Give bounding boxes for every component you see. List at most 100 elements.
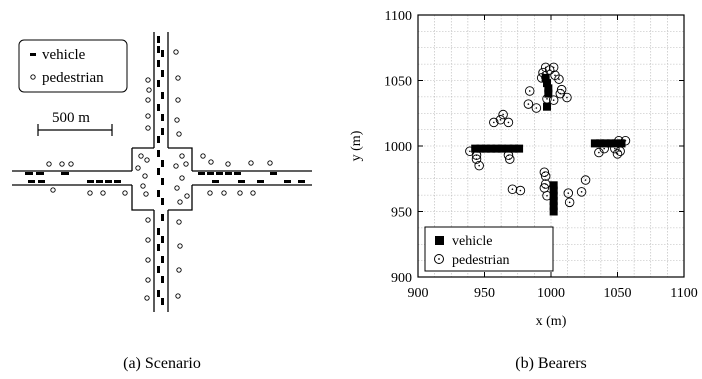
x-tick-label: 1100 bbox=[670, 286, 697, 301]
scenario-pedestrian bbox=[68, 161, 74, 167]
scenario-pedestrian bbox=[173, 49, 179, 55]
scenario-pedestrian bbox=[143, 191, 149, 197]
vehicle-point bbox=[549, 207, 558, 216]
scenario-vehicle bbox=[207, 172, 214, 175]
scenario-vehicle bbox=[270, 172, 277, 175]
scenario-vehicle bbox=[161, 114, 164, 121]
scenario-pedestrian bbox=[122, 190, 128, 196]
scenario-pedestrian bbox=[176, 131, 182, 137]
scenario-vehicle bbox=[161, 160, 164, 167]
scenario-vehicle bbox=[212, 180, 219, 183]
scenario-pedestrian bbox=[207, 190, 213, 196]
scenario-pedestrian bbox=[87, 190, 93, 196]
chart-legend: vehicle pedestrian bbox=[424, 226, 554, 272]
scenario-vehicle bbox=[161, 178, 164, 185]
scenario-pedestrian bbox=[248, 160, 254, 166]
legend-pedestrian-label: pedestrian bbox=[42, 70, 104, 86]
y-tick-label: 1050 bbox=[384, 75, 412, 90]
scenario-pedestrian bbox=[177, 243, 183, 249]
vehicle-point bbox=[487, 144, 496, 153]
scenario-vehicle bbox=[216, 172, 223, 175]
scenario-pedestrian bbox=[179, 175, 185, 181]
vehicle-point bbox=[549, 191, 558, 200]
pedestrian-point bbox=[515, 185, 526, 196]
scenario-vehicle bbox=[157, 244, 160, 251]
pedestrian-point bbox=[548, 95, 559, 105]
vehicle-point bbox=[476, 144, 485, 153]
vehicle-point bbox=[544, 89, 553, 98]
scenario-pedestrian bbox=[59, 161, 65, 167]
scenario-pedestrian bbox=[145, 277, 151, 283]
scenario-vehicle bbox=[238, 180, 245, 183]
pedestrian-point bbox=[615, 146, 625, 156]
y-tick-label: 950 bbox=[391, 206, 412, 221]
pedestrian-point bbox=[562, 92, 572, 103]
chart-legend-vehicle-marker bbox=[435, 236, 444, 245]
scenario-pedestrian bbox=[177, 199, 183, 205]
vehicle-point bbox=[492, 144, 501, 153]
scenario-vehicle bbox=[161, 128, 164, 135]
x-tick-label: 1050 bbox=[604, 286, 632, 301]
scenario-pedestrian bbox=[50, 187, 56, 193]
pedestrian-point bbox=[610, 143, 620, 154]
pedestrian-point bbox=[531, 103, 542, 113]
chart-legend-vehicle-label: vehicle bbox=[452, 234, 492, 249]
scenario-vehicle bbox=[225, 172, 232, 175]
caption-scenario: (a) Scenario bbox=[123, 355, 201, 372]
scenario-vehicle bbox=[157, 60, 160, 67]
y-tick-label: 1000 bbox=[384, 140, 412, 155]
pedestrian-point bbox=[563, 188, 574, 198]
scenario-vehicle bbox=[161, 298, 164, 305]
vehicle-point bbox=[617, 139, 626, 148]
chart-legend-pedestrian-marker bbox=[434, 254, 444, 264]
scenario-vehicle bbox=[157, 104, 160, 111]
pedestrian-point bbox=[503, 117, 514, 128]
scenario-vehicles bbox=[25, 36, 305, 305]
chart-ticks: 900 950 1000 1050 1100 900 950 1000 1050 1100 bbox=[384, 9, 698, 301]
scenario-pedestrian bbox=[100, 190, 106, 196]
pedestrian-point bbox=[620, 136, 631, 146]
x-tick-label: 950 bbox=[474, 286, 495, 301]
scenario-vehicle bbox=[96, 180, 103, 183]
vehicle-point bbox=[549, 181, 558, 190]
pedestrian-point bbox=[599, 143, 609, 154]
pedestrian-point bbox=[548, 62, 559, 73]
pedestrian-point bbox=[580, 175, 591, 185]
scenario-pedestrian bbox=[142, 173, 148, 179]
scenario-vehicle bbox=[298, 180, 305, 183]
scenario-vehicle bbox=[157, 168, 160, 175]
vehicle-point bbox=[549, 202, 558, 211]
scenario-panel: vehicle pedestrian 500 m (a) Scenario bbox=[12, 32, 312, 372]
pedestrian-point bbox=[542, 94, 552, 104]
scenario-vehicle bbox=[114, 180, 121, 183]
pedestrian-point bbox=[507, 184, 518, 194]
y-tick-label: 900 bbox=[391, 271, 412, 286]
scale-label: 500 m bbox=[52, 110, 90, 126]
vehicle-point bbox=[543, 102, 552, 111]
y-axis-label: y (m) bbox=[349, 130, 364, 161]
vehicle-point bbox=[606, 139, 615, 148]
pedestrian-point bbox=[614, 136, 624, 146]
scenario-vehicle bbox=[234, 172, 241, 175]
scenario-pedestrian bbox=[179, 153, 185, 159]
scenario-pedestrian bbox=[176, 219, 182, 225]
intersection bbox=[131, 147, 193, 211]
scenario-vehicle bbox=[28, 180, 35, 183]
scenario-pedestrian bbox=[145, 77, 151, 83]
scenario-pedestrian bbox=[46, 161, 52, 167]
scenario-vehicle bbox=[105, 180, 112, 183]
y-tick-label: 1100 bbox=[385, 9, 412, 24]
legend-vehicle-marker bbox=[30, 53, 36, 56]
vehicle-point bbox=[481, 144, 490, 153]
scenario-pedestrian bbox=[237, 190, 243, 196]
chart-points bbox=[465, 62, 631, 216]
scenario-pedestrian bbox=[250, 190, 256, 196]
vehicle-point bbox=[590, 139, 599, 148]
scenario-vehicle bbox=[161, 70, 164, 77]
vehicle-point bbox=[509, 144, 518, 153]
scenario-pedestrian bbox=[221, 190, 227, 196]
pedestrian-point bbox=[498, 109, 508, 120]
scenario-vehicle bbox=[157, 228, 160, 235]
scenario-pedestrian bbox=[145, 97, 151, 103]
